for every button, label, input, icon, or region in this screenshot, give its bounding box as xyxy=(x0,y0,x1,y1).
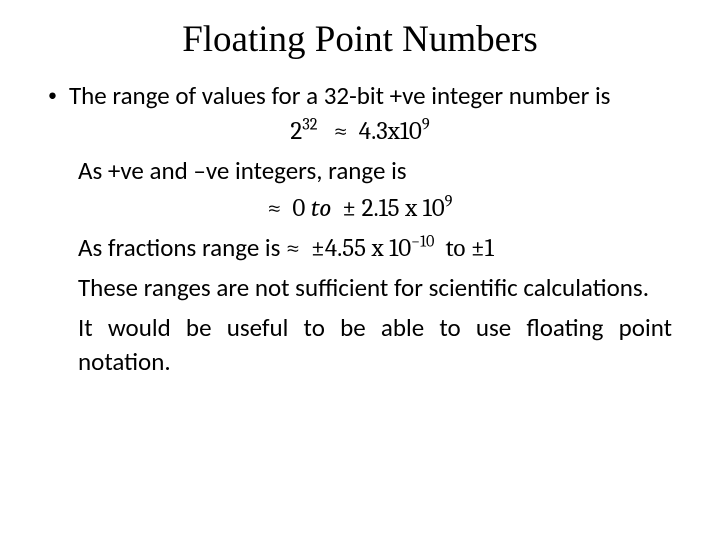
formula-2to32: 232 ≈ 4.3x109 xyxy=(48,117,672,146)
b3-pre: As fractions range is xyxy=(78,232,286,263)
slide-title: Floating Point Numbers xyxy=(48,18,672,61)
bullet-2-text: As +ve and –ve integers, range is xyxy=(78,154,672,188)
bullet-range-intro: • The range of values for a 32-bit +ve i… xyxy=(48,79,672,113)
f1-rexp: 9 xyxy=(422,115,430,134)
f3-pm2: ± xyxy=(471,234,485,263)
f1-coeff: 4.3 xyxy=(359,117,388,146)
f3-pm1: ± xyxy=(311,234,325,263)
f1-exp: 32 xyxy=(302,115,317,134)
bullet-1-text: The range of values for a 32-bit +ve int… xyxy=(69,79,672,113)
f3-base: 10 xyxy=(389,234,411,263)
f2-approx: ≈ xyxy=(268,194,282,223)
bullet-4-text: These ranges are not sufficient for scie… xyxy=(78,271,672,305)
bullet-marker-icon: • xyxy=(48,79,69,112)
f2-coeff: 2.15 xyxy=(362,194,400,223)
f2-base: 10 xyxy=(423,194,445,223)
f2-zero: 0 xyxy=(292,194,305,223)
f1-x: x xyxy=(388,117,400,146)
f3-exp: −10 xyxy=(411,232,434,251)
f2-to: to xyxy=(311,194,331,223)
f1-base: 2 xyxy=(290,117,302,146)
f3-one: 1 xyxy=(485,234,494,263)
bullet-3-line: As fractions range is ≈ ±4.55 x 10−10 to… xyxy=(78,231,672,266)
f2-exp: 9 xyxy=(445,192,453,211)
bullet-5-text: It would be useful to be able to use flo… xyxy=(78,311,672,379)
f2-x: x xyxy=(405,194,417,223)
formula-fractions-range: ≈ ±4.55 x 10−10 to ±1 xyxy=(286,234,494,263)
formula-signed-range: ≈ 0 to ± 2.15 x 109 xyxy=(48,194,672,223)
f3-x: x xyxy=(372,234,384,263)
f3-approx: ≈ xyxy=(286,234,300,263)
slide-container: Floating Point Numbers • The range of va… xyxy=(0,0,720,540)
f2-pm: ± xyxy=(342,194,356,223)
f1-approx: ≈ xyxy=(334,117,348,146)
f3-coeff: 4.55 xyxy=(325,234,366,263)
f3-to: to xyxy=(445,234,465,263)
f1-rbase: 10 xyxy=(400,117,422,146)
